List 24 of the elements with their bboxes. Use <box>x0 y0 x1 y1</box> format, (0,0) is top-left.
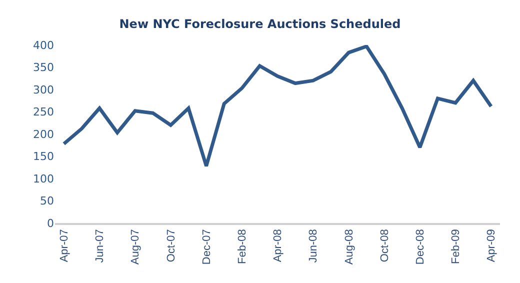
x-tick-label: Aug-07 <box>130 229 142 265</box>
y-tick-label: 0 <box>47 216 54 230</box>
x-tick-label: Apr-07 <box>58 229 70 262</box>
y-tick-label: 200 <box>33 128 54 141</box>
y-tick-label: 300 <box>33 83 54 96</box>
x-tick-label: Feb-09 <box>450 229 462 264</box>
y-tick-label: 250 <box>33 106 54 119</box>
x-tick-label: Jun-08 <box>308 229 320 263</box>
x-tick-label: Feb-08 <box>236 229 248 264</box>
y-tick-label: 50 <box>40 194 54 208</box>
y-tick-label: 400 <box>33 38 54 52</box>
x-tick-label: Oct-07 <box>165 229 178 262</box>
x-tick-label: Apr-09 <box>486 229 498 262</box>
y-tick-label: 350 <box>33 61 54 74</box>
chart-title: New NYC Foreclosure Auctions Scheduled <box>119 17 401 32</box>
line-series <box>62 45 493 168</box>
y-tick-label: 150 <box>33 150 54 164</box>
x-tick-label: Aug-08 <box>343 229 356 265</box>
y-tick-label: 100 <box>33 172 54 186</box>
x-tick-label: Jun-07 <box>94 229 106 263</box>
x-tick-label: Dec-07 <box>200 229 213 265</box>
x-tick-label: Apr-08 <box>272 229 284 262</box>
x-tick-label: Oct-08 <box>378 229 391 262</box>
x-tick-label: Dec-08 <box>414 229 426 265</box>
